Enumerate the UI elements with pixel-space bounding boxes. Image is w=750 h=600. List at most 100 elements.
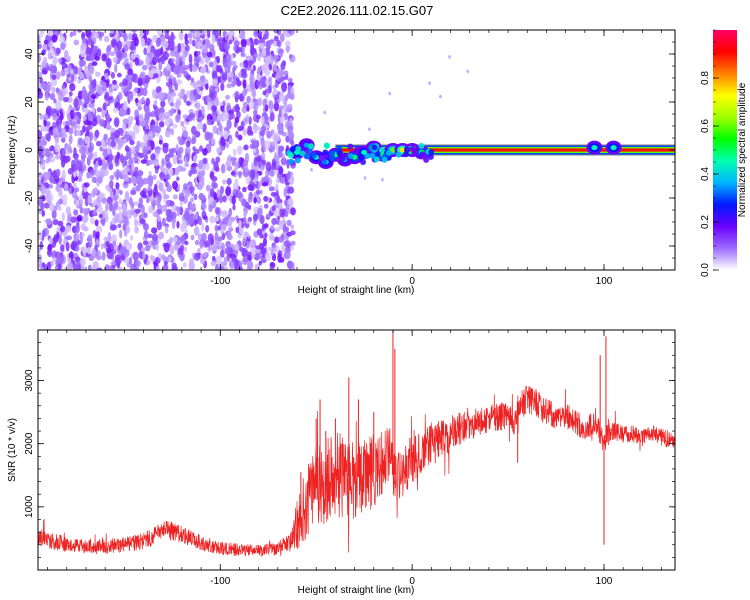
noise-blob [133, 87, 139, 93]
noise-blob [95, 231, 100, 239]
noise-blob [261, 83, 267, 88]
noise-blob [58, 205, 62, 211]
noise-blob [223, 60, 227, 68]
snr-spikes [300, 330, 607, 545]
noise-blob [232, 204, 236, 211]
noise-blob [290, 224, 295, 230]
noise-blob [39, 160, 44, 166]
noise-blob [74, 232, 80, 243]
noise-blob [124, 191, 130, 201]
noise-blob [245, 114, 250, 123]
noise-blob [104, 72, 109, 81]
noise-blob [106, 57, 112, 68]
noise-blob [206, 51, 213, 58]
noise-blob [254, 248, 261, 254]
colorbar: 0.0 0.2 0.4 0.6 0.8 Normalized spectral ampl… [700, 29, 748, 277]
noise-blob [127, 133, 132, 142]
noise-blob [38, 172, 44, 179]
noise-blob [273, 101, 280, 112]
noise-blob [52, 219, 59, 226]
noise-blob [146, 198, 150, 204]
noise-blob [220, 83, 225, 91]
noise-blob [150, 153, 156, 161]
noise-blob [188, 215, 194, 225]
noise-blob [193, 252, 201, 261]
noise-blob [188, 37, 193, 45]
noise-blob [206, 39, 211, 49]
noise-blob [116, 261, 121, 269]
noise-blob [269, 40, 273, 45]
noise-blob [235, 193, 243, 199]
noise-blob [149, 196, 154, 202]
noise-blob [197, 170, 204, 179]
noise-blob [240, 222, 245, 228]
noise-blob [270, 191, 277, 197]
signal-scatter [311, 152, 318, 159]
noise-blob [259, 130, 266, 136]
noise-blob [87, 246, 92, 255]
noise-blob [278, 48, 284, 55]
noise-blob [189, 95, 196, 102]
noise-blob [123, 138, 127, 144]
noise-blob [128, 157, 134, 166]
noise-blob [183, 211, 190, 221]
noise-blob [255, 189, 261, 195]
noise-blob [94, 219, 99, 227]
noise-blob [246, 260, 253, 267]
noise-blob [82, 214, 89, 223]
noise-blob [115, 182, 120, 190]
noise-blob [113, 213, 120, 224]
noise-blob [112, 79, 117, 85]
noise-blob [54, 155, 61, 160]
noise-blob [148, 170, 152, 177]
noise-blob [156, 30, 163, 37]
noise-blob [68, 134, 73, 145]
noise-blob [113, 84, 120, 90]
noise-blob [61, 159, 66, 168]
noise-blob [92, 229, 97, 239]
noise-blob [222, 112, 228, 122]
noise-blob [109, 224, 116, 231]
noise-blob [268, 76, 272, 83]
noise-blob [205, 83, 209, 90]
noise-blob [281, 177, 285, 185]
noise-blob [120, 30, 125, 34]
noise-blob [244, 166, 249, 173]
noise-blob [235, 259, 240, 265]
noise-blob [220, 163, 226, 174]
noise-blob [177, 249, 184, 256]
noise-blob [175, 144, 179, 152]
noise-blob [185, 152, 190, 162]
noise-blob [175, 104, 179, 112]
noise-blob [114, 129, 121, 139]
noise-blob [226, 83, 233, 89]
y-tick-label: 1000 [24, 495, 35, 518]
noise-blob [61, 212, 65, 222]
signal-scatter [419, 151, 426, 158]
noise-blob [234, 161, 240, 170]
noise-blob [249, 73, 255, 83]
noise-blob [428, 81, 431, 85]
noise-blob [115, 188, 120, 195]
noise-blob [104, 264, 110, 270]
cb-tick-label: 0.2 [700, 215, 711, 229]
noise-blob [87, 234, 93, 241]
noise-blob [277, 148, 283, 159]
noise-blob [193, 32, 198, 38]
noise-blob [262, 90, 267, 96]
noise-blob [87, 153, 93, 160]
noise-blob [278, 166, 284, 175]
noise-blob [182, 262, 187, 268]
noise-blob [158, 61, 163, 70]
noise-blob [222, 195, 227, 203]
noise-blob [77, 175, 83, 182]
noise-blob [225, 142, 230, 149]
noise-blob [49, 175, 53, 184]
signal-blob-core [389, 147, 396, 153]
noise-blob [176, 176, 180, 182]
noise-blob [41, 210, 46, 217]
noise-blob [246, 38, 251, 46]
noise-blob [55, 47, 61, 55]
noise-blob [126, 107, 131, 116]
noise-blob [278, 77, 284, 83]
